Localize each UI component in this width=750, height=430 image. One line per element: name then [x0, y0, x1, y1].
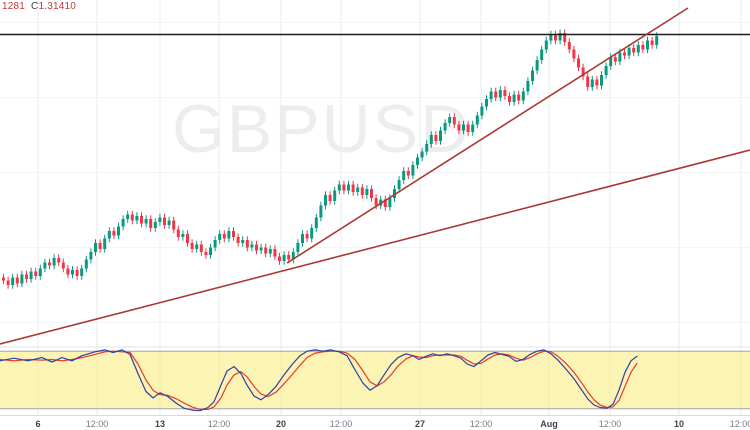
oscillator-band-layer — [0, 350, 750, 410]
time-axis-label: 10 — [673, 419, 685, 429]
legend-close-label: C — [31, 1, 39, 12]
legend-close-value: 1.31410 — [38, 1, 77, 12]
time-axis[interactable]: 6 12:00 13 12:00 20 12:00 27 12:00 Aug 12:00 10 12:… — [0, 415, 750, 430]
trendline-2[interactable] — [0, 149, 750, 345]
stochastic-k-line — [0, 349, 638, 412]
time-axis-label: 12:00 — [329, 419, 353, 429]
time-axis-label: 12:00 — [469, 419, 493, 429]
time-axis-label: 13 — [154, 419, 166, 429]
time-axis-label: 12:00 — [85, 419, 109, 429]
legend-low-partial: 1281 — [2, 1, 26, 12]
time-axis-label: 20 — [275, 419, 287, 429]
oscillator-lines-layer — [0, 349, 638, 412]
trendline-layer[interactable] — [0, 7, 750, 345]
grid-layer — [0, 0, 750, 415]
stochastic-d-line — [0, 350, 638, 410]
time-axis-label: 27 — [414, 419, 426, 429]
candlestick-layer — [2, 29, 659, 289]
time-axis-label: Aug — [540, 419, 558, 429]
ohlc-legend: 1281 C1.31410 — [2, 1, 76, 13]
trendline-1[interactable] — [286, 7, 689, 264]
time-axis-label: 12:00 — [207, 419, 231, 429]
time-axis-label: 12:00 — [729, 419, 750, 429]
time-axis-label: 6 — [35, 419, 41, 429]
time-axis-label: 12:00 — [598, 419, 622, 429]
